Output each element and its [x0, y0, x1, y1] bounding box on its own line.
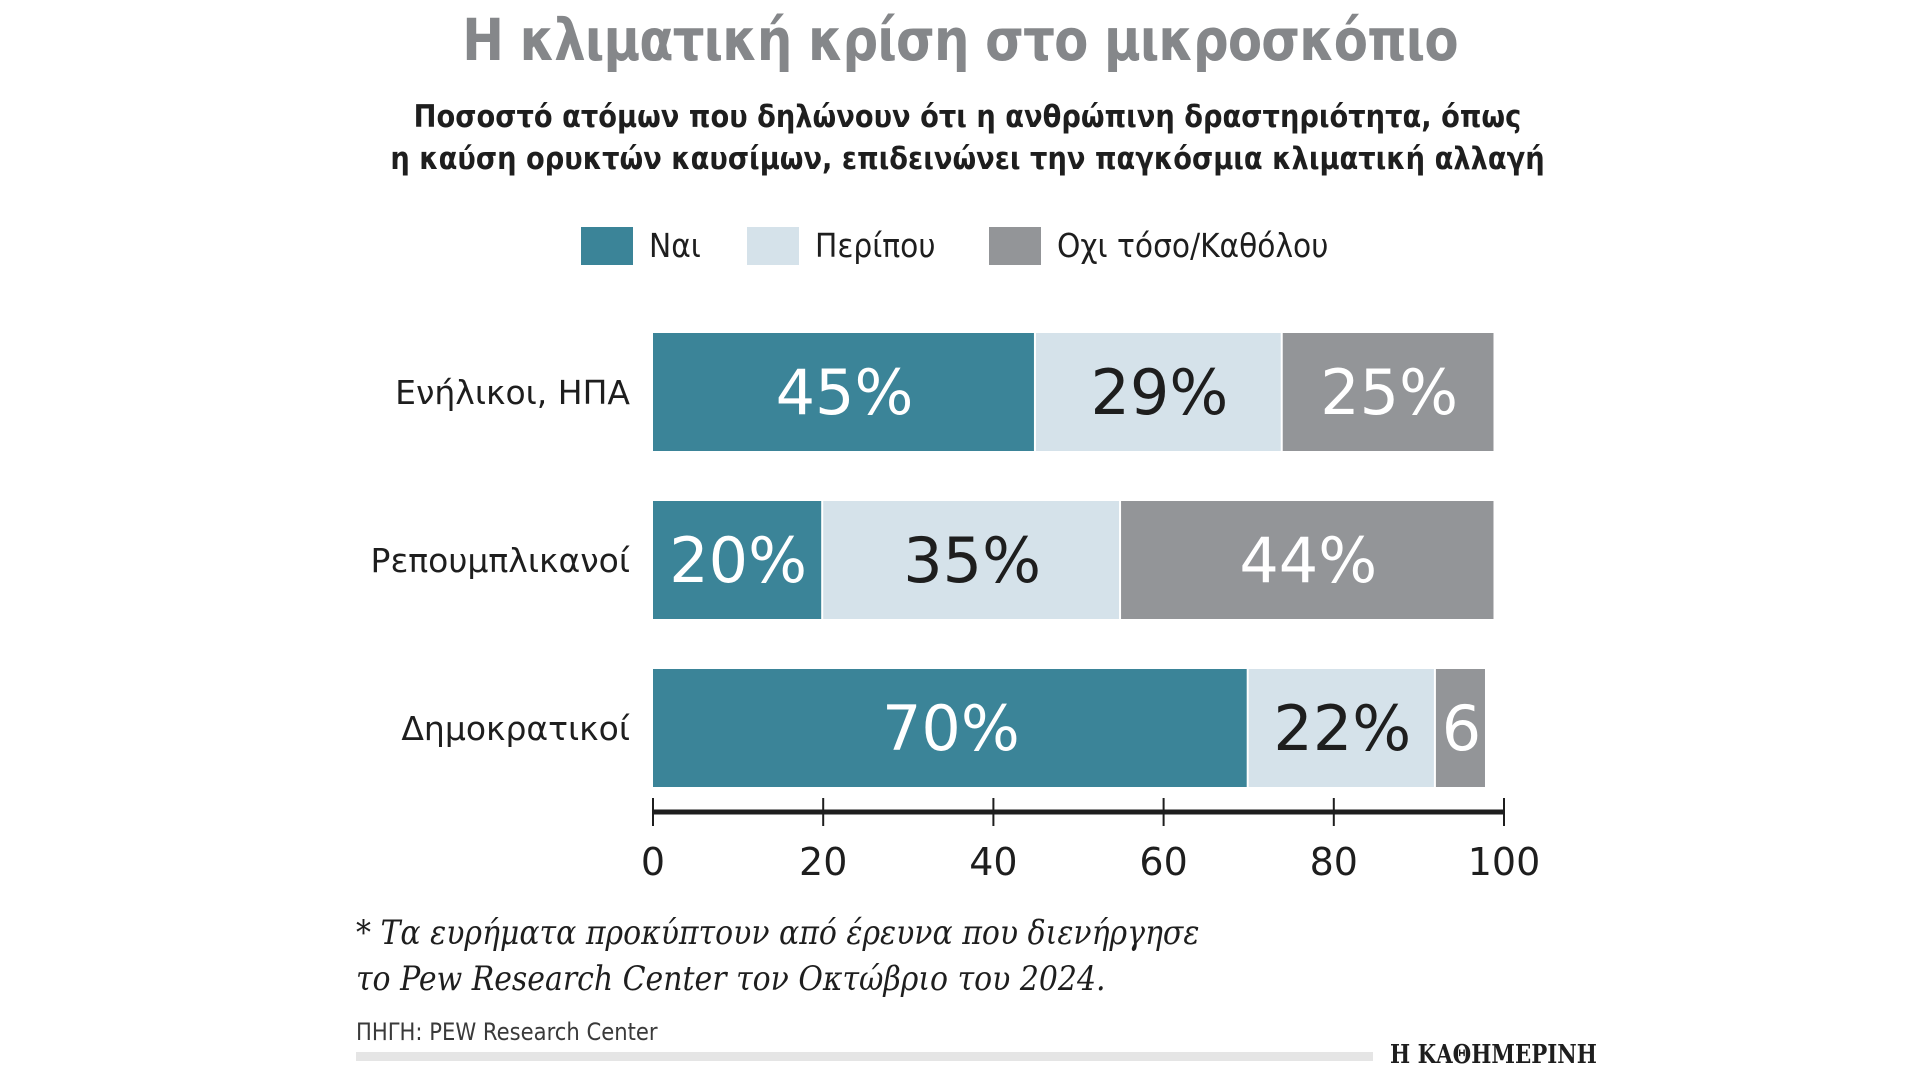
legend-swatch-somewhat	[747, 226, 800, 265]
publisher-logo: Η ΚΑΘΗΜΕΡΙΝΗ	[1390, 1040, 1597, 1070]
footnote-line-1: * Τα ευρήματα προκύπτουν από έρευνα που …	[356, 913, 1200, 953]
subtitle-line-1: Ποσοστό ατόμων που δηλώνουν ότι η ανθρώπ…	[413, 99, 1522, 135]
x-tick-label: 20	[799, 840, 847, 884]
bar-segment	[1035, 333, 1281, 451]
bar-segment	[1248, 669, 1434, 787]
legend-item-yes: Ναι	[581, 226, 707, 265]
x-tick-label: 40	[969, 840, 1017, 884]
category-label: Δημοκρατικοί	[401, 709, 630, 748]
source-credit: ΠΗΓΗ: PEW Research Center	[356, 1018, 658, 1046]
footnote: * Τα ευρήματα προκύπτουν από έρευνα που …	[356, 910, 1199, 1002]
legend-label-not-much: Οχι τόσο/Καθόλου	[1056, 226, 1329, 265]
data-label: 70%	[882, 692, 1020, 765]
data-label: 20%	[669, 524, 807, 597]
legend-swatch-yes	[581, 226, 634, 265]
x-tick-label: 60	[1139, 840, 1187, 884]
x-tick-label: 0	[641, 840, 665, 884]
footnote-line-2: το Pew Research Center τον Οκτώβριο του …	[356, 959, 1106, 999]
chart-title: Η κλιματική κρίση στο μικροσκόπιο	[462, 6, 1458, 74]
legend-item-not-much: Οχι τόσο/Καθόλου	[988, 226, 1359, 265]
legend-item-somewhat: Περίπου	[747, 226, 949, 265]
legend: Ναι Περίπου Οχι τόσο/Καθόλου	[0, 226, 1920, 265]
legend-swatch-not-much	[988, 226, 1041, 265]
category-label: Ρεπουμπλικανοί	[371, 541, 630, 580]
x-tick-label: 80	[1310, 840, 1358, 884]
chart-subtitle: Ποσοστό ατόμων που δηλώνουν ότι η ανθρώπ…	[116, 96, 1819, 180]
data-label: 35%	[903, 524, 1041, 597]
bar-segment	[653, 333, 1034, 451]
x-tick-label: 100	[1468, 840, 1541, 884]
bar-segment	[653, 669, 1247, 787]
data-label: 25%	[1320, 356, 1458, 429]
bar-segment	[653, 501, 822, 619]
bar-segment	[823, 501, 1120, 619]
footer-divider	[356, 1052, 1373, 1061]
bar-segment	[1282, 333, 1494, 451]
subtitle-line-2: η καύση ορυκτών καυσίμων, επιδεινώνει τη…	[390, 141, 1545, 177]
category-label: Ενήλικοι, ΗΠΑ	[395, 373, 630, 412]
bar-segment	[1121, 501, 1494, 619]
bar-segment	[1435, 669, 1485, 787]
legend-label-yes: Ναι	[649, 226, 702, 265]
data-label: 6	[1442, 692, 1481, 765]
data-label: 45%	[776, 356, 914, 429]
legend-label-somewhat: Περίπου	[815, 226, 936, 265]
data-label: 44%	[1239, 524, 1377, 597]
data-label: 29%	[1090, 356, 1228, 429]
data-label: 22%	[1273, 692, 1411, 765]
